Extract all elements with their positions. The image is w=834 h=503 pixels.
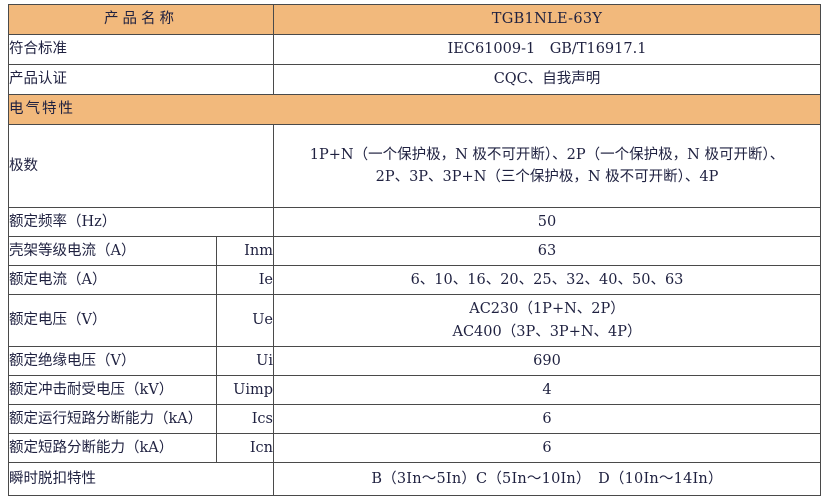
row-value-standards: IEC61009-1 GB/T16917.1 [273,34,821,65]
table-row: 额定绝缘电压（V） Ui 690 [8,346,821,376]
section-band-electrical-characteristics: 电气特性 [8,94,821,125]
row-value-frame-rated-current: 63 [273,236,821,266]
row-value-rated-voltage: AC230（1P+N、2P） AC400（3P、3P+N、4P） [273,294,821,347]
row-label-rated-current: 额定电流（A） [8,265,217,295]
header-product-model-value: TGB1NLE-63Y [273,4,821,35]
row-value-poles: 1P+N（一个保护极，N 极不可开断）、2P（一个保护极，N 极可开断）、 2P… [273,124,821,208]
row-label-instantaneous-trip-characteristic: 瞬时脱扣特性 [8,462,274,496]
row-value-rated-frequency: 50 [273,207,821,237]
row-symbol-icn: Icn [216,433,274,463]
row-symbol-ie: Ie [216,265,274,295]
row-value-rated-service-breaking-capacity: 6 [273,404,821,434]
row-value-instantaneous-trip-characteristic: B（3In～5In）C（5In～10In） D（10In～14In） [273,462,821,496]
row-symbol-inm: Inm [216,236,274,266]
row-label-rated-insulation-voltage: 额定绝缘电压（V） [8,346,217,376]
row-value-rated-current: 6、10、16、20、25、32、40、50、63 [273,265,821,295]
row-symbol-uimp: Uimp [216,375,274,405]
table-row: 极数 1P+N（一个保护极，N 极不可开断）、2P（一个保护极，N 极可开断）、… [8,124,821,208]
table-row: 瞬时脱扣特性 B（3In～5In）C（5In～10In） D（10In～14In… [8,462,821,496]
row-label-rated-impulse-withstand-voltage: 额定冲击耐受电压（kV） [8,375,217,405]
table-row: 额定电压（V） Ue AC230（1P+N、2P） AC400（3P、3P+N、… [8,294,821,347]
row-value-rated-insulation-voltage: 690 [273,346,821,376]
row-label-certification: 产品认证 [8,64,274,95]
row-value-rated-voltage-line-1: AC230（1P+N、2P） [469,301,625,318]
row-label-standards: 符合标准 [8,34,274,65]
header-product-name-label: 产品名称 [8,4,274,35]
table-row: 产品认证 CQC、自我声明 [8,64,821,95]
row-value-poles-line-1: 1P+N（一个保护极，N 极不可开断）、2P（一个保护极，N 极可开断）、 [309,146,785,163]
section-band-row: 电气特性 [8,94,821,125]
table-row: 额定运行短路分断能力（kA） Ics 6 [8,404,821,434]
table-row: 壳架等级电流（A） Inm 63 [8,236,821,266]
row-label-rated-breaking-capacity: 额定短路分断能力（kA） [8,433,217,463]
row-value-poles-line-2: 2P、3P、3P+N（三个保护极，N 极不可开断）、4P [375,169,719,185]
table-row: 额定频率（Hz） 50 [8,207,821,237]
row-label-rated-voltage: 额定电压（V） [8,294,217,347]
table-row: 额定冲击耐受电压（kV） Uimp 4 [8,375,821,405]
row-value-certification: CQC、自我声明 [273,64,821,95]
table-row: 额定电流（A） Ie 6、10、16、20、25、32、40、50、63 [8,265,821,295]
row-label-rated-frequency: 额定频率（Hz） [8,207,274,237]
table-header-row: 产品名称 TGB1NLE-63Y [8,4,821,35]
table-row: 额定短路分断能力（kA） Icn 6 [8,433,821,463]
row-label-rated-service-breaking-capacity: 额定运行短路分断能力（kA） [8,404,217,434]
row-symbol-ics: Ics [216,404,274,434]
row-value-rated-voltage-line-2: AC400（3P、3P+N、4P） [452,323,642,340]
row-value-rated-breaking-capacity: 6 [273,433,821,463]
row-symbol-ui: Ui [216,346,274,376]
table-row: 符合标准 IEC61009-1 GB/T16917.1 [8,34,821,65]
row-label-poles: 极数 [8,124,274,208]
product-specification-table: 产品名称 TGB1NLE-63Y 符合标准 IEC61009-1 GB/T169… [8,4,821,496]
row-label-frame-rated-current: 壳架等级电流（A） [8,236,217,266]
row-value-rated-impulse-withstand-voltage: 4 [273,375,821,405]
row-symbol-ue: Ue [216,294,274,347]
